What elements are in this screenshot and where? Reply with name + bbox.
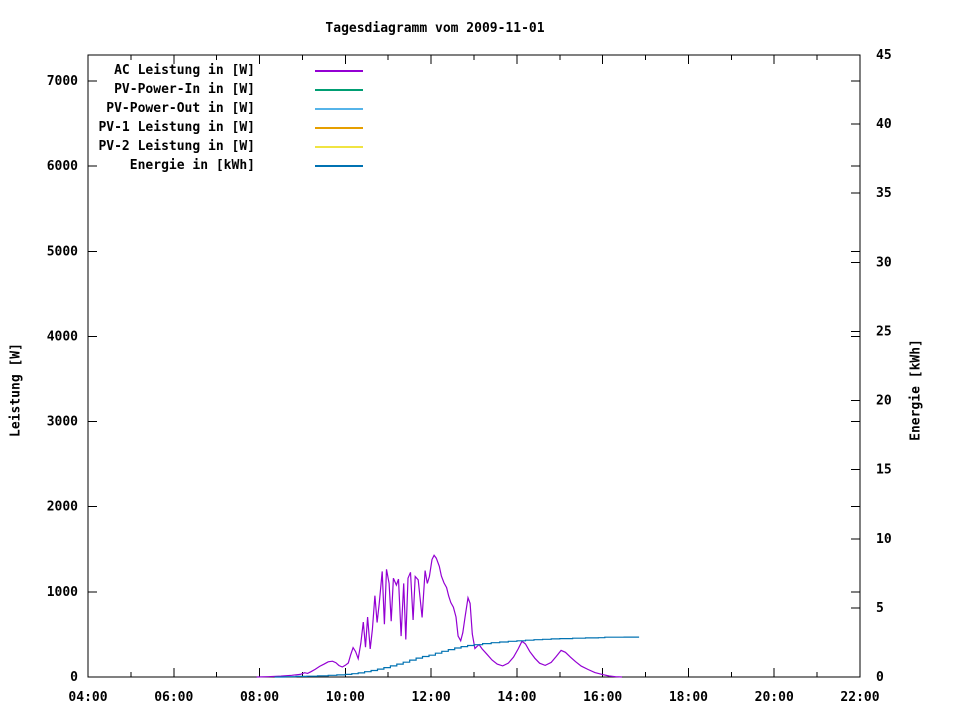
x-tick-label: 16:00 xyxy=(583,690,622,705)
legend-label: PV-2 Leistung in [W] xyxy=(98,139,255,154)
legend-label: PV-1 Leistung in [W] xyxy=(98,120,255,135)
legend-item-5: Energie in [kWh] xyxy=(40,156,363,175)
y-left-tick-label: 6000 xyxy=(47,159,78,174)
y-right-tick-label: 10 xyxy=(876,532,892,547)
y-right-tick-label: 20 xyxy=(876,394,892,409)
legend-swatch-line xyxy=(315,69,363,72)
chart-title: Tagesdiagramm vom 2009-11-01 xyxy=(325,21,545,36)
y-left-tick-label: 3000 xyxy=(47,415,78,430)
legend-swatch-line xyxy=(315,145,363,148)
y-axis-label-right: Energie [kWh] xyxy=(908,339,924,441)
y-right-tick-label: 45 xyxy=(876,48,892,63)
x-tick-label: 22:00 xyxy=(840,690,879,705)
legend-item-3: PV-1 Leistung in [W] xyxy=(40,118,363,137)
x-tick-label: 06:00 xyxy=(154,690,193,705)
legend-swatch-line xyxy=(315,88,363,91)
legend-swatch-line xyxy=(315,107,363,110)
legend-swatch-line xyxy=(315,126,363,129)
y-left-tick-label: 5000 xyxy=(47,244,78,259)
y-right-tick-label: 35 xyxy=(876,186,892,201)
y-right-tick-label: 25 xyxy=(876,324,892,339)
x-tick-label: 08:00 xyxy=(240,690,279,705)
legend-label: PV-Power-Out in [W] xyxy=(106,101,255,116)
y-axis-label-left: Leistung [W] xyxy=(8,343,24,437)
series-line-5 xyxy=(274,636,640,678)
y-right-tick-label: 40 xyxy=(876,117,892,132)
legend-item-1: PV-Power-In in [W] xyxy=(40,80,363,99)
legend-label: AC Leistung in [W] xyxy=(114,63,255,78)
x-tick-label: 12:00 xyxy=(412,690,451,705)
series-line-0 xyxy=(256,554,623,678)
y-left-tick-label: 1000 xyxy=(47,585,78,600)
y-left-tick-label: 7000 xyxy=(47,74,78,89)
legend-item-4: PV-2 Leistung in [W] xyxy=(40,137,363,156)
y-left-tick-label: 4000 xyxy=(47,329,78,344)
legend-swatch-line xyxy=(315,164,363,167)
x-tick-label: 20:00 xyxy=(755,690,794,705)
legend-item-2: PV-Power-Out in [W] xyxy=(40,99,363,118)
x-tick-label: 14:00 xyxy=(497,690,536,705)
x-tick-label: 18:00 xyxy=(669,690,708,705)
y-left-tick-label: 2000 xyxy=(47,500,78,515)
legend: AC Leistung in [W] PV-Power-In in [W] PV-P… xyxy=(40,61,363,175)
y-left-tick-label: 0 xyxy=(70,670,78,685)
y-right-tick-label: 15 xyxy=(876,463,892,478)
legend-item-0: AC Leistung in [W] xyxy=(40,61,363,80)
legend-label: Energie in [kWh] xyxy=(129,158,255,173)
legend-label: PV-Power-In in [W] xyxy=(114,82,255,97)
y-right-tick-label: 30 xyxy=(876,255,892,270)
x-tick-label: 04:00 xyxy=(68,690,107,705)
y-right-tick-label: 0 xyxy=(876,670,884,685)
x-tick-label: 10:00 xyxy=(326,690,365,705)
y-right-tick-label: 5 xyxy=(876,601,884,616)
